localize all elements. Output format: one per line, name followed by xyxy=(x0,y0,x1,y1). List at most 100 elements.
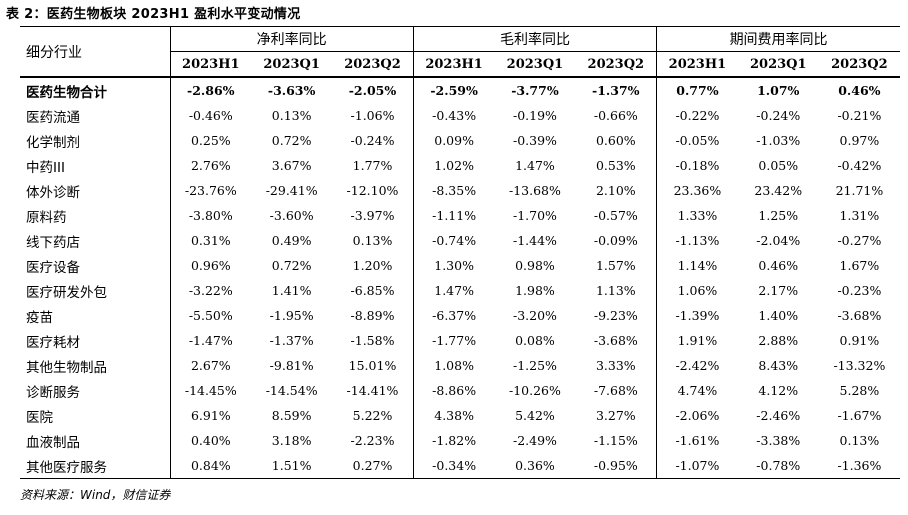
value-cell: 1.13% xyxy=(595,283,636,298)
table-row: 其他医疗服务 0.84% 1.51% 0.27% -0.34% 0.36% -0.95% -1… xyxy=(20,453,900,479)
value-cell: -2.46% xyxy=(756,408,801,423)
value-cell: -2.05% xyxy=(348,83,397,98)
period-header-row: 2023H1 2023Q1 2023Q2 2023H1 2023Q1 2023Q… xyxy=(20,51,900,78)
value-cell: -0.18% xyxy=(656,153,738,178)
value-cell: 1.31% xyxy=(839,208,880,223)
industry-name-cell: 诊断服务 xyxy=(26,384,80,401)
value-cell: 21.71% xyxy=(835,183,884,198)
value-cell: -0.05% xyxy=(656,128,738,153)
value-cell: 2.10% xyxy=(595,183,636,198)
table-row: 线下药店 0.31% 0.49% 0.13% -0.74% -1.44% -0.09% -1.… xyxy=(20,228,900,253)
table-row: 医疗研发外包 -3.22% 1.41% -6.85% 1.47% 1.98% 1.13% 1.… xyxy=(20,278,900,303)
period-header: 2023Q1 xyxy=(737,51,819,78)
source-note: 资料来源：Wind，财信证券 xyxy=(20,488,171,502)
value-cell: 1.57% xyxy=(595,258,636,273)
value-cell: 3.27% xyxy=(595,408,636,423)
value-cell: -0.74% xyxy=(412,228,495,253)
period-header: 2023Q2 xyxy=(332,51,414,78)
table-row: 医疗耗材 -1.47% -1.37% -1.58% -1.77% 0.08% -3.68% 1… xyxy=(20,328,900,353)
table-row: 中药III 2.76% 3.67% 1.77% 1.02% 1.47% 0.53% -0.18… xyxy=(20,153,900,178)
value-cell: -0.23% xyxy=(837,283,882,298)
value-cell: -14.54% xyxy=(265,383,318,398)
value-cell: 1.30% xyxy=(412,253,495,278)
value-cell: -3.20% xyxy=(512,308,557,323)
value-cell: 0.46% xyxy=(838,83,881,98)
value-cell: 1.47% xyxy=(515,158,555,173)
value-cell: 3.33% xyxy=(595,358,636,373)
value-cell: -0.24% xyxy=(756,108,801,123)
value-cell: -3.63% xyxy=(267,83,316,98)
industry-name-cell: 医疗设备 xyxy=(26,259,80,276)
value-cell: 5.42% xyxy=(515,408,555,423)
value-cell: -3.77% xyxy=(511,83,559,98)
value-cell: -1.47% xyxy=(169,328,252,353)
value-cell: 15.01% xyxy=(348,358,397,373)
value-cell: 4.12% xyxy=(758,383,799,398)
value-cell: -0.19% xyxy=(512,108,557,123)
value-cell: -5.50% xyxy=(169,303,252,328)
value-cell: 1.47% xyxy=(412,278,495,303)
table-row: 疫苗 -5.50% -1.95% -8.89% -6.37% -3.20% -9.23% -1… xyxy=(20,303,900,328)
value-cell: -0.43% xyxy=(412,103,495,128)
value-cell: 0.84% xyxy=(169,453,252,479)
value-cell: 0.13% xyxy=(839,433,880,448)
value-cell: 0.53% xyxy=(595,158,636,173)
value-cell: -14.41% xyxy=(346,383,399,398)
value-cell: 8.43% xyxy=(758,358,799,373)
industry-name-cell: 其他生物制品 xyxy=(26,359,107,376)
period-header: 2023H1 xyxy=(656,51,738,78)
value-cell: -23.76% xyxy=(169,178,252,203)
group-header-row: 细分行业 净利率同比 毛利率同比 期间费用率同比 xyxy=(20,26,900,78)
period-header: 2023Q1 xyxy=(251,51,333,78)
value-cell: 0.72% xyxy=(271,133,312,148)
value-cell: -3.97% xyxy=(350,208,395,223)
period-header: 2023H1 xyxy=(169,51,252,78)
value-cell: -1.11% xyxy=(412,203,495,228)
value-cell: -0.78% xyxy=(737,453,819,479)
value-cell: 0.77% xyxy=(656,77,738,103)
period-header: 2023Q1 xyxy=(494,51,576,78)
value-cell: 0.27% xyxy=(332,453,414,479)
industry-name-cell: 医疗耗材 xyxy=(26,334,80,351)
value-cell: 0.25% xyxy=(169,128,252,153)
value-cell: -2.04% xyxy=(756,233,801,248)
value-cell: 0.97% xyxy=(839,133,880,148)
industry-name-cell: 疫苗 xyxy=(26,309,53,326)
value-cell: -6.85% xyxy=(350,283,395,298)
value-cell: 0.49% xyxy=(271,233,312,248)
value-cell: 0.46% xyxy=(758,258,799,273)
value-cell: -0.21% xyxy=(837,108,882,123)
value-cell: 0.05% xyxy=(758,158,799,173)
value-cell: 0.31% xyxy=(169,228,252,253)
industry-name-cell: 医疗研发外包 xyxy=(26,284,107,301)
value-cell: -8.89% xyxy=(350,308,395,323)
value-cell: -9.23% xyxy=(593,308,638,323)
value-cell: -2.59% xyxy=(412,77,495,103)
table-row: 医院 6.91% 8.59% 5.22% 4.38% 5.42% 3.27% -2.06% -2… xyxy=(20,403,900,428)
table-caption: 表 2：医药生物板块 2023H1 盈利水平变动情况 xyxy=(6,7,301,22)
value-cell: 1.14% xyxy=(656,253,738,278)
industry-name-cell: 体外诊断 xyxy=(26,184,80,201)
net-margin-group-header: 净利率同比 xyxy=(169,26,414,52)
value-cell: 2.67% xyxy=(169,353,252,378)
value-cell: 4.38% xyxy=(412,403,495,428)
value-cell: 0.08% xyxy=(515,333,555,348)
value-cell: -0.24% xyxy=(350,133,395,148)
value-cell: -1.67% xyxy=(837,408,882,423)
value-cell: -1.70% xyxy=(512,208,557,223)
value-cell: -1.77% xyxy=(412,328,495,353)
period-header: 2023Q2 xyxy=(575,51,657,78)
value-cell: 0.91% xyxy=(839,333,880,348)
value-cell: -1.58% xyxy=(350,333,395,348)
table-row: 医疗设备 0.96% 0.72% 1.20% 1.30% 0.98% 1.57% 1.14% 0… xyxy=(20,253,900,278)
value-cell: 2.88% xyxy=(758,333,799,348)
value-cell: -1.03% xyxy=(756,133,801,148)
value-cell: 1.08% xyxy=(412,353,495,378)
value-cell: -2.06% xyxy=(656,403,738,428)
value-cell: -3.80% xyxy=(169,203,252,228)
value-cell: -1.15% xyxy=(593,433,638,448)
value-cell: 4.74% xyxy=(656,378,738,403)
value-cell: -1.37% xyxy=(269,333,314,348)
industry-name-cell: 医药流通 xyxy=(26,109,80,126)
value-cell: -1.06% xyxy=(350,108,395,123)
